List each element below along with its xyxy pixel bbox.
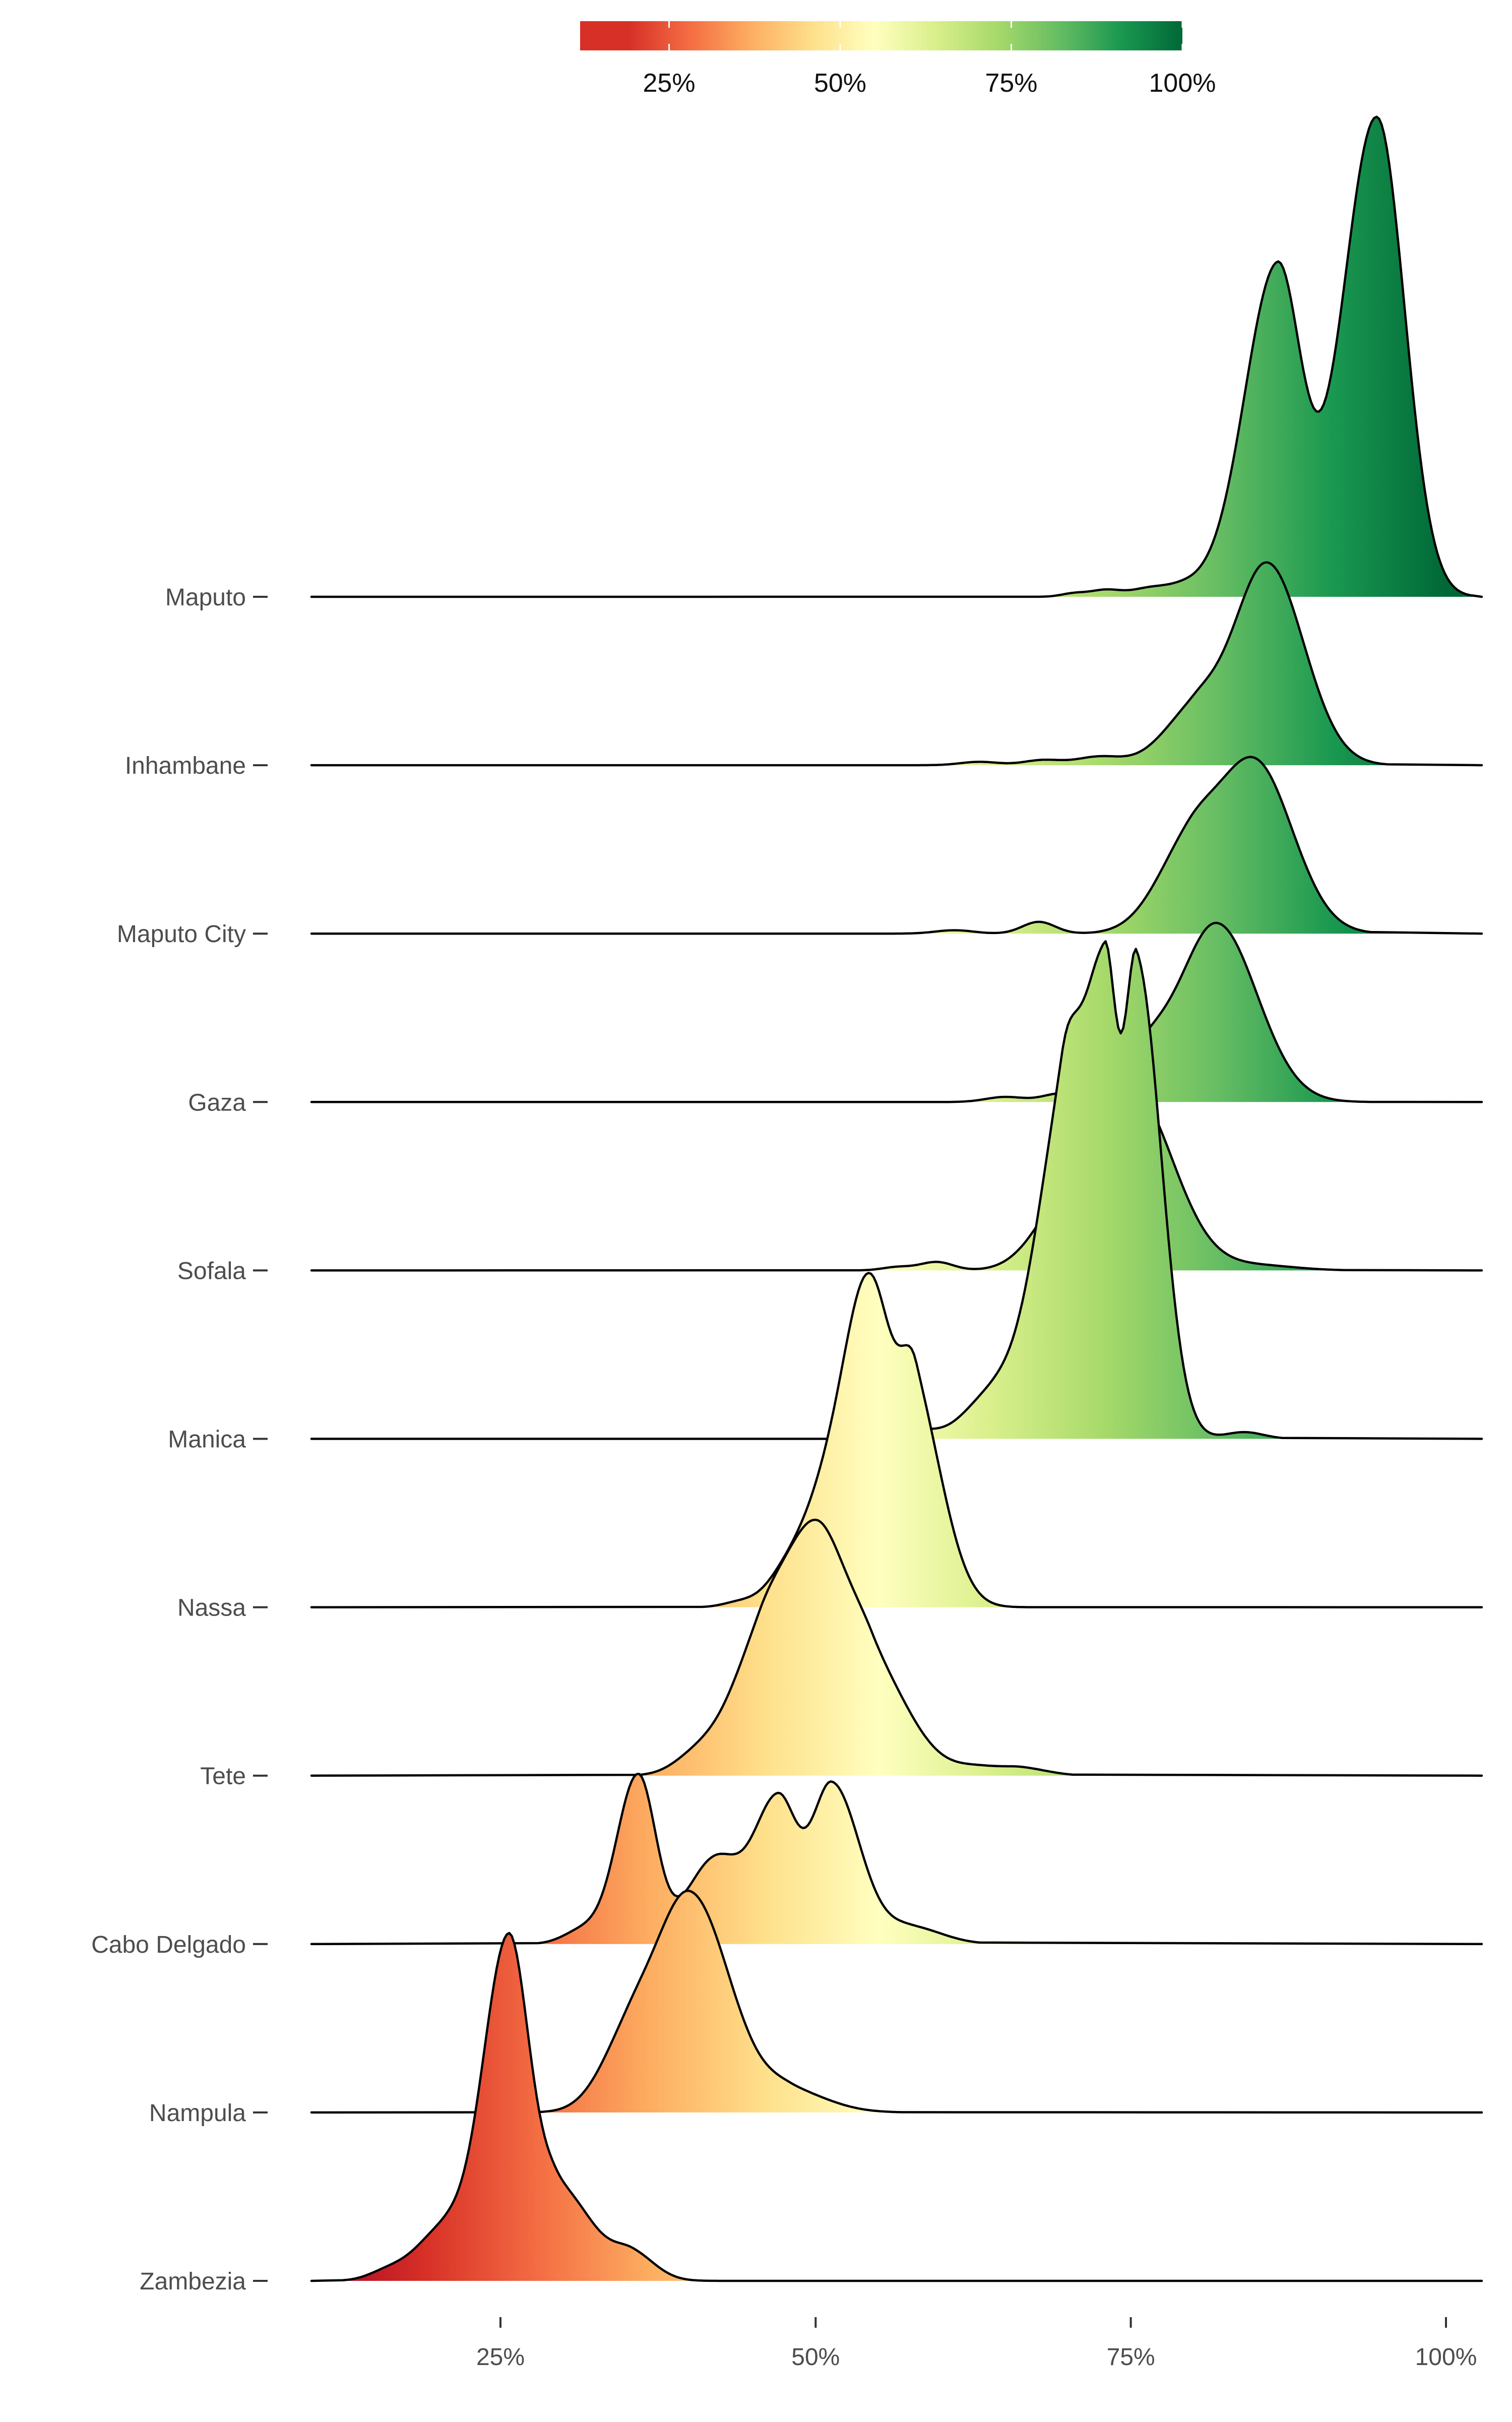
y-axis-label-gaza: Gaza [188,1089,246,1116]
y-axis-label-sofala: Sofala [177,1258,246,1284]
y-axis-label-nassa: Nassa [177,1595,246,1622]
y-axis-label-tete: Tete [200,1763,246,1790]
colorbar-tick [839,44,841,50]
colorbar-tick [1011,44,1013,50]
y-axis: Maputo Inhambane Maputo City Gaza Sofala Mani… [91,584,268,2295]
x-axis-label-50: 50% [791,2344,840,2371]
x-axis-label-75: 75% [1107,2344,1155,2371]
colorbar-legend: 25% 50% 75% 100% [580,21,1216,98]
x-axis-label-25: 25% [476,2344,525,2371]
ridge-maputo-city [310,756,1483,935]
ridges [310,115,1483,2282]
ridge-zambezia [310,1932,1483,2282]
y-axis-label-maputo: Maputo [165,584,246,611]
y-axis-label-maputo-city: Maputo City [117,921,246,948]
ridge-tete [310,1518,1483,1777]
colorbar-tick-label: 100% [1149,69,1216,98]
x-axis-label-100: 100% [1415,2344,1477,2371]
ridge-maputo [310,115,1483,598]
ridge-nampula [310,1889,1483,2114]
y-axis-label-nampula: Nampula [149,2100,246,2127]
colorbar [580,21,1182,50]
y-axis-label-inhambane: Inhambane [125,753,246,779]
ridge-nassa [310,1272,1483,1608]
ridge-inhambane [310,561,1483,767]
colorbar-tick [668,21,670,28]
colorbar-tick-label: 50% [814,69,866,98]
y-axis-label-cabo-delgado: Cabo Delgado [91,1932,246,1958]
colorbar-tick [1181,21,1183,28]
colorbar-tick [1181,44,1183,50]
ridge-cabo-delgado [310,1772,1483,1946]
colorbar-tick-label: 75% [985,69,1037,98]
colorbar-tick [1011,21,1013,28]
colorbar-tick-label: 25% [643,69,695,98]
colorbar-tick [668,44,670,50]
y-axis-label-manica: Manica [168,1426,246,1453]
y-axis-label-zambezia: Zambezia [140,2268,246,2295]
x-axis: 25% 50% 75% 100% [476,2317,1477,2371]
colorbar-tick [839,21,841,28]
